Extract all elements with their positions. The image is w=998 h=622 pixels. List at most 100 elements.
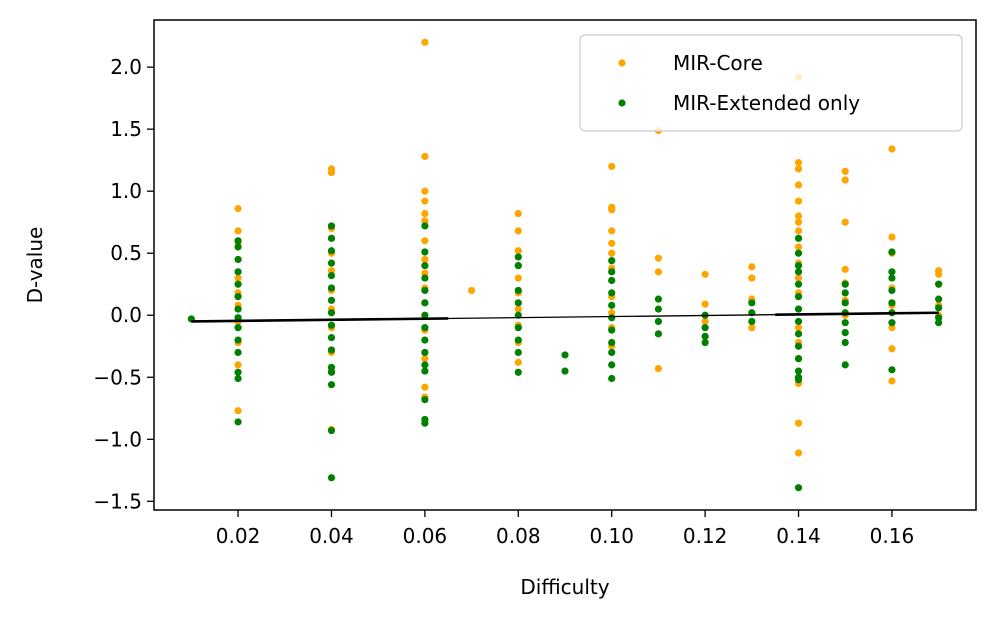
data-point bbox=[841, 218, 849, 226]
data-point bbox=[327, 333, 336, 342]
data-point bbox=[608, 162, 616, 170]
data-point bbox=[794, 159, 803, 167]
data-point bbox=[234, 361, 242, 369]
data-point bbox=[514, 227, 522, 235]
data-point bbox=[748, 324, 756, 332]
data-point bbox=[794, 212, 803, 220]
data-point bbox=[888, 345, 896, 353]
data-point bbox=[514, 305, 522, 313]
data-point bbox=[608, 206, 616, 214]
data-point bbox=[935, 314, 943, 322]
data-point bbox=[234, 280, 242, 288]
data-point bbox=[748, 317, 756, 326]
data-point bbox=[841, 329, 849, 337]
data-point bbox=[654, 317, 663, 326]
x-axis: 0.02 0.04 0.06 0.08 0.10 0.12 0.14 0.16 bbox=[216, 510, 914, 548]
data-point bbox=[421, 383, 429, 391]
data-point bbox=[234, 293, 242, 301]
legend-marker bbox=[618, 99, 626, 107]
legend-marker bbox=[618, 59, 626, 67]
data-point bbox=[794, 317, 803, 326]
data-point bbox=[421, 217, 429, 225]
data-point bbox=[794, 262, 803, 270]
data-point bbox=[701, 270, 709, 278]
data-point bbox=[514, 262, 522, 270]
x-tick-label: 0.06 bbox=[403, 524, 448, 548]
data-point bbox=[608, 326, 616, 334]
data-point bbox=[841, 265, 849, 273]
x-tick-label: 0.10 bbox=[589, 524, 634, 548]
data-point bbox=[654, 330, 663, 338]
data-point bbox=[935, 319, 943, 327]
data-point bbox=[748, 274, 756, 282]
data-point bbox=[935, 280, 943, 288]
data-point bbox=[467, 286, 476, 295]
y-tick-label: 1.0 bbox=[110, 179, 142, 203]
data-point bbox=[888, 233, 896, 241]
data-point bbox=[514, 253, 522, 261]
data-point bbox=[794, 249, 803, 257]
data-point bbox=[234, 336, 242, 344]
data-point bbox=[327, 266, 336, 275]
data-point bbox=[701, 317, 709, 326]
data-point bbox=[514, 247, 522, 255]
data-point bbox=[514, 299, 522, 307]
data-point bbox=[234, 305, 242, 313]
data-point bbox=[421, 209, 429, 218]
data-point bbox=[888, 274, 896, 282]
data-point bbox=[421, 419, 429, 427]
data-point bbox=[888, 299, 896, 307]
data-point bbox=[234, 227, 242, 235]
x-tick-label: 0.16 bbox=[870, 524, 915, 548]
data-point bbox=[794, 197, 803, 205]
data-point bbox=[701, 338, 709, 347]
data-point bbox=[794, 218, 803, 226]
x-tick-label: 0.12 bbox=[683, 524, 728, 548]
x-axis-label: Difficulty bbox=[520, 575, 609, 599]
data-point bbox=[748, 263, 756, 271]
legend-label: MIR-Extended only bbox=[673, 91, 860, 115]
y-tick-label: 0.5 bbox=[110, 241, 142, 265]
data-point bbox=[701, 300, 709, 308]
data-point bbox=[234, 237, 242, 245]
data-point bbox=[794, 367, 803, 375]
data-point bbox=[794, 342, 803, 350]
data-point bbox=[794, 227, 803, 235]
data-point bbox=[421, 348, 429, 357]
data-point bbox=[514, 286, 522, 295]
data-point bbox=[654, 254, 663, 262]
data-point bbox=[234, 348, 242, 357]
y-tick-label: −0.5 bbox=[93, 365, 142, 389]
data-point bbox=[421, 361, 429, 369]
data-point bbox=[234, 268, 242, 276]
data-point bbox=[841, 176, 849, 184]
data-point bbox=[561, 351, 569, 359]
data-point bbox=[794, 243, 803, 251]
data-point bbox=[327, 321, 336, 329]
data-point bbox=[888, 377, 896, 385]
data-point bbox=[327, 271, 336, 280]
data-point bbox=[794, 280, 803, 288]
data-point bbox=[794, 181, 803, 189]
data-point bbox=[421, 262, 429, 270]
data-point bbox=[888, 248, 896, 256]
data-point bbox=[234, 204, 242, 213]
data-point bbox=[654, 305, 663, 313]
data-point bbox=[327, 259, 336, 267]
series-mir-extended-only bbox=[187, 222, 943, 492]
data-point bbox=[608, 314, 616, 322]
data-point bbox=[421, 324, 429, 332]
x-tick-label: 0.02 bbox=[216, 524, 261, 548]
data-point bbox=[794, 330, 803, 338]
data-point bbox=[421, 152, 429, 161]
plot-area bbox=[153, 19, 977, 511]
data-point bbox=[608, 289, 616, 297]
data-point bbox=[608, 268, 616, 276]
data-point bbox=[841, 361, 849, 369]
data-point bbox=[327, 381, 336, 389]
data-point bbox=[654, 295, 663, 303]
legend: MIR-Core MIR-Extended only bbox=[579, 34, 963, 132]
data-point bbox=[234, 243, 242, 251]
data-point bbox=[841, 289, 849, 297]
